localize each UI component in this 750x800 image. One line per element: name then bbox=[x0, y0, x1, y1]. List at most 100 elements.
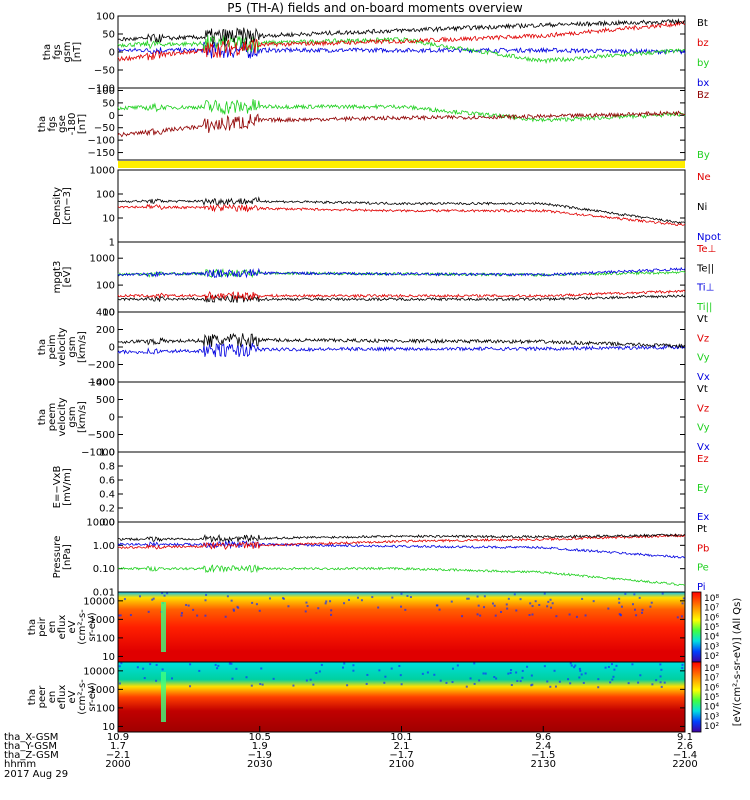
spectrogram-speckle bbox=[570, 664, 573, 667]
spectrogram-speckle bbox=[543, 665, 546, 668]
x-tick-label: 2.4 bbox=[535, 741, 551, 752]
spectrogram-speckle bbox=[681, 663, 684, 666]
colorbar bbox=[691, 591, 702, 663]
spectrogram-speckle bbox=[317, 607, 320, 610]
spectrogram-speckle bbox=[315, 671, 318, 674]
spectrogram-speckle bbox=[483, 595, 486, 598]
spectrogram-speckle bbox=[151, 598, 154, 601]
spectrogram-speckle bbox=[631, 663, 634, 666]
colorbar-tick-label: 10³ bbox=[704, 712, 719, 722]
spectrogram-speckle bbox=[516, 679, 519, 682]
legend-pb: Pb bbox=[697, 543, 709, 554]
y-tick-label: 1.00 bbox=[93, 541, 115, 552]
spectrogram-speckle bbox=[400, 592, 403, 595]
y-tick-label: −100 bbox=[88, 84, 115, 95]
spectrogram-speckle bbox=[519, 598, 522, 601]
y-axis-label-line: sr-eV) bbox=[87, 612, 98, 641]
spectrogram-speckle bbox=[529, 602, 532, 605]
spectrogram-speckle bbox=[149, 663, 152, 666]
panel-frame bbox=[117, 241, 686, 313]
spectrogram-speckle bbox=[161, 668, 164, 671]
spectrogram-speckle bbox=[232, 609, 235, 612]
y-axis-label-line: eV bbox=[67, 620, 78, 633]
spectrogram-speckle bbox=[491, 602, 494, 605]
spectrogram-speckle bbox=[618, 597, 621, 600]
x-tick-label: −1.7 bbox=[389, 750, 413, 761]
x-tick-label: −2.1 bbox=[106, 750, 130, 761]
colorbar-tick-label: 10⁷ bbox=[704, 604, 719, 614]
y-axis-label: E=−VxB[mV/m] bbox=[52, 466, 73, 509]
y-tick-label: 50 bbox=[102, 30, 115, 41]
data-gap-bar bbox=[118, 161, 685, 168]
spectrogram-speckle bbox=[166, 592, 169, 595]
spectrogram-speckle bbox=[680, 615, 683, 618]
panel-frame bbox=[117, 381, 686, 453]
spectrogram-speckle bbox=[509, 668, 512, 671]
spectrogram-speckle bbox=[613, 668, 616, 671]
y-tick-label: 0.10 bbox=[93, 564, 115, 575]
y-tick-label: 0 bbox=[109, 48, 115, 59]
spectrogram-speckle bbox=[584, 672, 587, 675]
y-axis-label-line: en bbox=[47, 621, 58, 634]
y-tick-label: 0.4 bbox=[99, 490, 115, 501]
spectrogram-speckle bbox=[573, 666, 576, 669]
spectrogram-speckle bbox=[493, 676, 496, 679]
spectrogram-speckle bbox=[568, 613, 571, 616]
spectrogram-speckle bbox=[567, 678, 570, 681]
y-axis-label-line: tha bbox=[37, 339, 48, 355]
legend-te⊥: Te⊥ bbox=[696, 244, 716, 255]
spectrogram-speckle bbox=[597, 686, 600, 689]
spectrogram-speckle bbox=[330, 609, 333, 612]
spectrogram-speckle bbox=[521, 669, 524, 672]
spectrogram-speckle bbox=[482, 672, 485, 675]
spectrogram-speckle bbox=[136, 666, 139, 669]
spectrogram-speckle bbox=[534, 600, 537, 603]
x-row-label: tha_Z-GSM bbox=[4, 750, 59, 761]
spectrogram-speckle bbox=[204, 614, 207, 617]
spectrogram-speckle bbox=[521, 676, 524, 679]
y-axis-label-line: en bbox=[47, 691, 58, 704]
colorbar-tick-label: 10⁸ bbox=[704, 594, 719, 604]
spectrogram-speckle bbox=[282, 597, 285, 600]
y-axis-label-line: gsm bbox=[67, 336, 78, 357]
spectrogram-speckle bbox=[251, 601, 254, 604]
spectrogram-speckle bbox=[142, 667, 145, 670]
spectrogram-speckle bbox=[607, 665, 610, 668]
y-tick-label: −100 bbox=[88, 136, 115, 147]
y-tick-label: 0.6 bbox=[99, 476, 115, 487]
spectrogram-speckle bbox=[638, 596, 641, 599]
spectrogram-speckle bbox=[155, 663, 158, 666]
x-tick-label: 9.6 bbox=[535, 732, 551, 743]
y-tick-label: 10 bbox=[102, 652, 115, 663]
spectrogram-speckle bbox=[493, 604, 496, 607]
spectrogram-speckle bbox=[143, 677, 146, 680]
spectrogram-speckle bbox=[366, 673, 369, 676]
y-tick-label: 100 bbox=[96, 703, 115, 714]
spectrogram-speckle bbox=[118, 682, 121, 685]
spectrogram-speckle bbox=[609, 681, 612, 684]
y-axis-label: Pressure[nPa] bbox=[52, 536, 73, 579]
legend-ex: Ex bbox=[697, 512, 709, 523]
legend-te||: Te|| bbox=[696, 263, 714, 274]
series-Bz bbox=[117, 110, 686, 138]
series-Ti|| bbox=[117, 268, 686, 279]
colorbar-tick-label: 10⁶ bbox=[704, 613, 719, 623]
spectrogram-speckle bbox=[546, 680, 549, 683]
panel-frame bbox=[117, 451, 686, 523]
x-tick-label: 10.9 bbox=[107, 732, 129, 743]
spectrogram-speckle bbox=[406, 594, 409, 597]
colorbar-tick-label: 10⁵ bbox=[704, 693, 719, 703]
y-tick-label: 10 bbox=[102, 722, 115, 733]
y-tick-label: 500 bbox=[96, 395, 115, 406]
spectrogram-speckle bbox=[624, 592, 627, 595]
y-tick-label: 10.00 bbox=[86, 518, 115, 529]
spectrogram-speckle bbox=[633, 593, 636, 596]
panel-7: 1.0 0.8 0.6 0.4 0.2 0.0 E=−VxB[mV/m] Ez Ey Ex bbox=[52, 448, 709, 529]
legend-by: by bbox=[697, 58, 709, 69]
spectrogram-speckle bbox=[547, 600, 550, 603]
y-axis-label-line: [eV] bbox=[62, 267, 73, 288]
spectrogram-speckle bbox=[456, 664, 459, 667]
x-tick-label: 2.6 bbox=[677, 741, 693, 752]
spectrogram-speckle bbox=[384, 675, 387, 678]
